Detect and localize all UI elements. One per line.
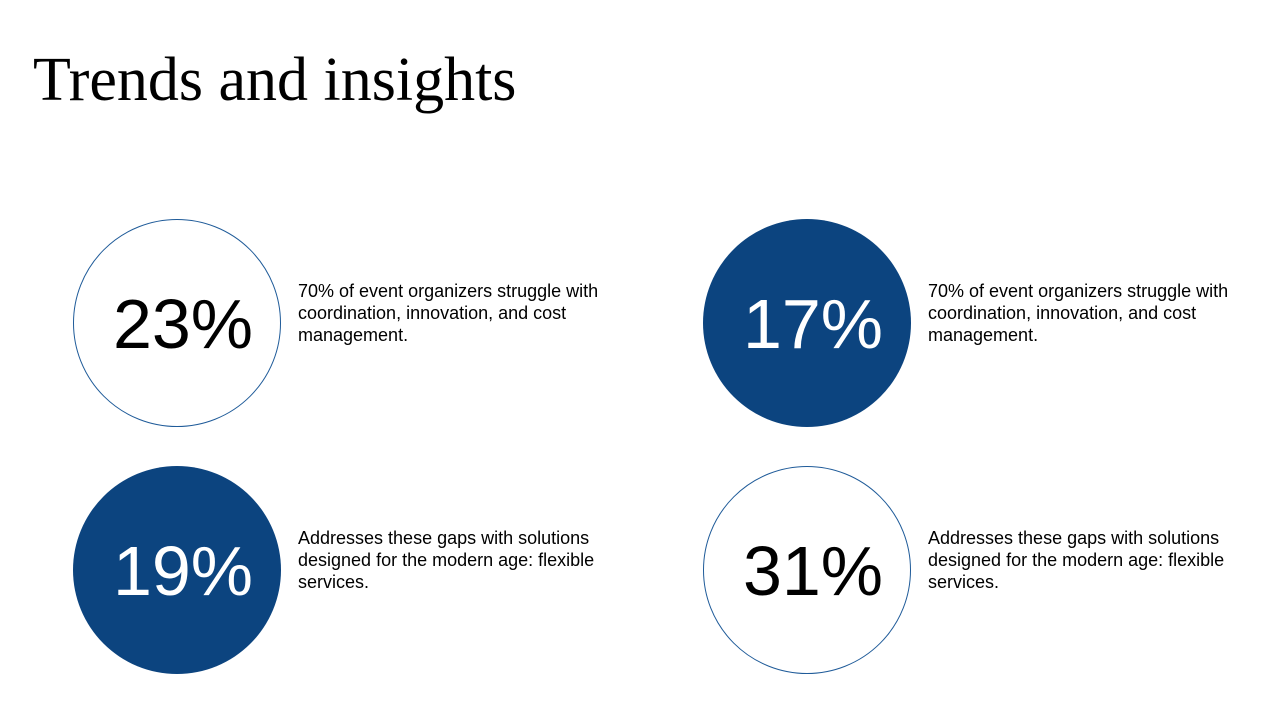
stat-circle-31: 31% <box>703 466 911 674</box>
stat-description: Addresses these gaps with solutions desi… <box>298 528 595 592</box>
stat-circle-23: 23% <box>73 219 281 427</box>
stat-value: 19% <box>112 532 254 610</box>
stat-circle-17: 17% <box>703 219 911 427</box>
stat-value: 17% <box>742 285 884 363</box>
slide-title: Trends and insights <box>33 46 517 114</box>
stat-circle-19: 19% <box>73 466 281 674</box>
stat-description: Addresses these gaps with solutions desi… <box>928 528 1225 592</box>
stat-description: 70% of event organizers struggle with co… <box>298 281 599 345</box>
stat-value: 23% <box>112 285 254 363</box>
stat-value: 31% <box>742 532 884 610</box>
stat-description: 70% of event organizers struggle with co… <box>928 281 1229 345</box>
